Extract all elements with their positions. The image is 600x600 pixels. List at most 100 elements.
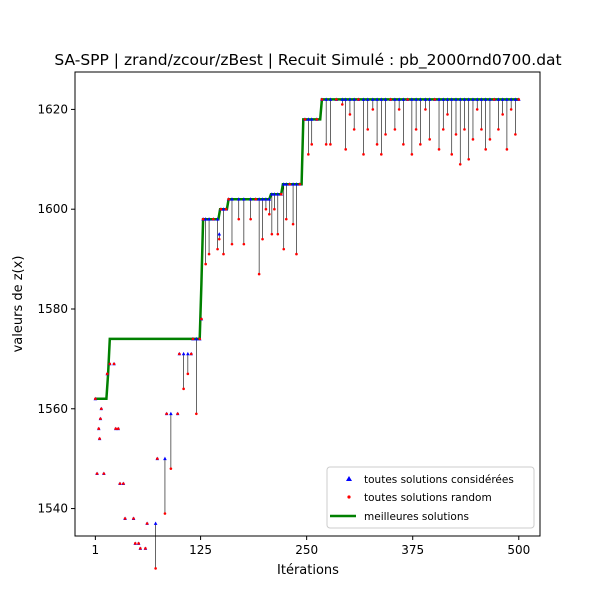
y-axis-label: valeurs de z(x) (11, 256, 26, 353)
random-point (242, 242, 246, 246)
considered-point (217, 232, 222, 236)
random-point (467, 158, 471, 161)
considered-point (236, 197, 241, 201)
legend-label-best: meilleures solutions (364, 511, 469, 523)
random-point (118, 482, 122, 485)
random-point (237, 217, 241, 221)
random-point (288, 182, 291, 186)
considered-point (186, 351, 190, 356)
considered-point (260, 197, 265, 201)
chart-title: SA-SPP | zrand/zcour/zBest | Recuit Simu… (54, 51, 561, 70)
considered-point (423, 97, 428, 101)
random-point (273, 207, 276, 211)
random-point (505, 148, 509, 151)
considered-point (264, 197, 268, 201)
legend-label-random: toutes solutions random (364, 492, 492, 504)
random-point (137, 542, 140, 545)
random-point (424, 108, 427, 111)
considered-point (294, 182, 299, 186)
considered-point (215, 217, 220, 221)
random-point (419, 143, 422, 146)
legend: toutes solutions considérées toutes solu… (326, 466, 535, 529)
considered-point (230, 197, 234, 201)
random-point (217, 237, 221, 241)
random-point (123, 517, 127, 520)
considered-point (291, 182, 295, 186)
random-point (501, 113, 504, 116)
considered-point (207, 217, 211, 221)
random-point (517, 98, 521, 101)
random-point (222, 252, 225, 256)
considered-point (284, 182, 289, 186)
x-tick-label: 125 (189, 543, 212, 557)
y-axis: 1540 1560 1580 1600 1620 (37, 102, 75, 516)
considered-point (272, 192, 277, 196)
random-point (488, 138, 492, 141)
considered-point (194, 336, 199, 341)
iteration-stems (155, 99, 516, 569)
random-point (227, 197, 230, 201)
legend-label-considered: toutes solutions considérées (364, 474, 514, 486)
random-point (303, 118, 307, 121)
random-point (295, 252, 298, 256)
x-tick-label: 375 (401, 543, 424, 557)
random-point (105, 372, 109, 376)
random-point (406, 98, 409, 101)
random-point (176, 412, 179, 416)
random-point (335, 98, 338, 101)
x-axis-label: Itérations (277, 563, 339, 578)
considered-point (257, 197, 261, 201)
random-point (268, 212, 271, 216)
considered-point (221, 207, 226, 211)
random-point (98, 437, 101, 441)
random-point (219, 207, 223, 211)
considered-point (449, 97, 454, 101)
considered-point (163, 456, 167, 461)
considered-point (306, 117, 311, 121)
random-point (200, 317, 203, 321)
random-point (433, 98, 437, 101)
random-point (163, 512, 167, 515)
considered-point (509, 97, 513, 101)
legend-marker-random (347, 495, 351, 499)
considered-point (343, 97, 348, 101)
random-point (446, 113, 449, 116)
random-point (492, 98, 496, 101)
random-point (344, 148, 347, 151)
random-point (132, 517, 135, 520)
random-point (279, 192, 283, 196)
random-point (441, 128, 445, 131)
considered-point (397, 97, 401, 101)
random-point (169, 467, 173, 470)
random-point (514, 133, 517, 136)
random-point (475, 108, 479, 111)
random-point (393, 128, 397, 131)
considered-point (500, 97, 505, 101)
random-point (380, 153, 383, 156)
random-point (189, 352, 193, 356)
random-point (112, 362, 116, 366)
considered-point (153, 521, 158, 525)
random-point (254, 197, 258, 201)
random-point (108, 362, 112, 366)
y-tick-label: 1560 (37, 402, 68, 416)
considered-point (361, 97, 366, 101)
random-point (362, 153, 365, 156)
considered-point (488, 97, 492, 101)
considered-point (466, 97, 471, 101)
random-point (329, 143, 332, 146)
random-point (212, 217, 215, 221)
random-point (484, 148, 487, 151)
random-point (178, 352, 181, 356)
random-point (201, 217, 205, 221)
considered-point (248, 197, 253, 201)
random-point (397, 108, 401, 111)
random-point (249, 217, 252, 221)
random-point (100, 407, 103, 411)
considered-point (328, 97, 333, 101)
random-point (458, 163, 462, 166)
random-point (204, 262, 207, 266)
considered-point (427, 97, 432, 101)
considered-point (348, 97, 352, 101)
